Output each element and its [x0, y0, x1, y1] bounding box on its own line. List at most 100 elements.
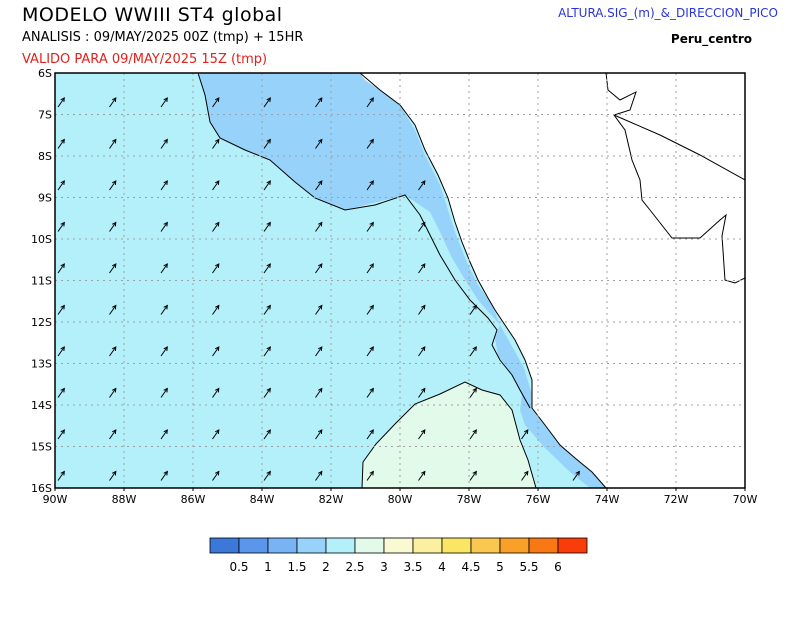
border-line: [605, 73, 745, 284]
peak-direction-arrow: [469, 470, 477, 481]
ocean-band-1.5-2: [198, 73, 606, 488]
peak-direction-arrow: [418, 180, 426, 191]
peak-direction-arrow: [315, 97, 323, 108]
peak-direction-arrow: [212, 429, 220, 440]
longitude-label: 84W: [250, 493, 275, 506]
valid-time: VALIDO PARA 09/MAY/2025 15Z (tmp): [22, 52, 268, 67]
latitude-label: 16S: [31, 482, 52, 495]
peak-direction-arrow: [315, 470, 323, 481]
peak-direction-arrow: [315, 429, 323, 440]
peak-direction-arrow: [418, 429, 426, 440]
peak-direction-arrow: [212, 97, 220, 108]
peak-direction-arrow: [263, 138, 271, 149]
peak-direction-arrow: [109, 97, 117, 108]
peak-direction-arrow: [160, 180, 168, 191]
peak-direction-arrow: [418, 387, 426, 398]
colorbar-swatch: [557, 537, 588, 554]
colorbar-swatch: [267, 537, 298, 554]
longitude-label: 80W: [388, 493, 413, 506]
peak-direction-arrow: [109, 180, 117, 191]
peak-direction-arrow: [160, 429, 168, 440]
peak-direction-arrow: [160, 346, 168, 357]
latitude-labels: 6S 7S 8S 9S 10S 11S 12S 13S 14S 15S 16S: [31, 67, 52, 495]
peak-direction-arrow: [315, 180, 323, 191]
latitude-label: 13S: [31, 358, 52, 371]
border-line-2: [613, 114, 745, 181]
peak-direction-arrow: [366, 429, 374, 440]
colorbar-swatch: [209, 537, 240, 554]
land-area: [360, 73, 745, 488]
peak-direction-arrow: [160, 304, 168, 315]
latitude-label: 14S: [31, 399, 52, 412]
peak-direction-arrow: [521, 470, 529, 481]
region-name: Peru_centro: [670, 32, 752, 46]
longitude-label: 90W: [43, 493, 68, 506]
peak-direction-arrow: [263, 470, 271, 481]
peak-direction-arrow: [366, 138, 374, 149]
latitude-label: 12S: [31, 316, 52, 329]
colorbar-swatch: [499, 537, 530, 554]
peak-direction-arrow: [263, 304, 271, 315]
peak-direction-arrow: [57, 304, 65, 315]
peak-direction-arrow: [418, 470, 426, 481]
colorbar-swatch: [470, 537, 501, 554]
peak-direction-arrow: [109, 470, 117, 481]
colorbar-swatch: [296, 537, 327, 554]
peak-direction-arrow: [315, 304, 323, 315]
longitude-label: 72W: [664, 493, 689, 506]
peak-direction-arrow: [109, 221, 117, 232]
peak-direction-arrow: [366, 263, 374, 274]
longitude-label: 88W: [112, 493, 137, 506]
colorbar-label: 3: [380, 560, 388, 574]
peak-direction-arrow: [109, 263, 117, 274]
peak-direction-arrow: [263, 97, 271, 108]
peak-direction-arrow: [57, 263, 65, 274]
peak-direction-arrow: [263, 180, 271, 191]
colorbar-label: 0.5: [229, 560, 248, 574]
latitude-label: 11S: [31, 275, 52, 288]
peak-direction-arrow: [315, 263, 323, 274]
peak-direction-arrow: [572, 470, 580, 481]
colorbar-label: 6: [554, 560, 562, 574]
peak-direction-arrow: [315, 387, 323, 398]
map-title: MODELO WWIII ST4 global: [22, 4, 283, 26]
peak-direction-arrow: [57, 138, 65, 149]
peak-direction-arrow: [57, 346, 65, 357]
latitude-label: 15S: [31, 441, 52, 454]
peak-direction-arrow: [160, 97, 168, 108]
peak-direction-arrow: [212, 221, 220, 232]
colorbar-label: 4.5: [461, 560, 480, 574]
peak-direction-arrow: [263, 221, 271, 232]
peak-direction-arrow: [521, 429, 529, 440]
colorbar-swatch: [441, 537, 472, 554]
peak-direction-arrow: [263, 263, 271, 274]
peak-direction-arrow: [109, 304, 117, 315]
peak-direction-arrow: [469, 304, 477, 315]
peak-direction-arrow: [160, 138, 168, 149]
map-plot-area: [55, 73, 745, 488]
peak-direction-arrow: [366, 346, 374, 357]
peak-direction-arrow: [57, 387, 65, 398]
colorbar: 0.5 1 1.5 2 2.5 3 3.5 4 4.5 5 5.5 6: [209, 537, 588, 574]
peak-direction-arrow: [57, 180, 65, 191]
colorbar-label: 4: [438, 560, 446, 574]
ocean-band-2.5-3: [362, 382, 536, 488]
longitude-label: 70W: [733, 493, 758, 506]
analysis-time: ANALISIS : 09/MAY/2025 00Z (tmp) + 15HR: [22, 30, 304, 45]
colorbar-label: 2: [322, 560, 330, 574]
colorbar-label: 3.5: [403, 560, 422, 574]
peak-direction-arrow: [263, 387, 271, 398]
contour-2.5m: [361, 381, 537, 488]
peak-direction-arrow: [469, 346, 477, 357]
peak-direction-arrow: [263, 346, 271, 357]
latitude-label: 6S: [38, 67, 52, 80]
longitude-label: 82W: [319, 493, 344, 506]
peak-direction-arrow: [212, 138, 220, 149]
latitude-label: 10S: [31, 233, 52, 246]
latitude-label: 9S: [38, 192, 52, 205]
peak-direction-arrow: [57, 97, 65, 108]
peak-direction-arrow: [366, 180, 374, 191]
contour-2m: [197, 73, 531, 409]
peak-direction-arrow: [212, 304, 220, 315]
